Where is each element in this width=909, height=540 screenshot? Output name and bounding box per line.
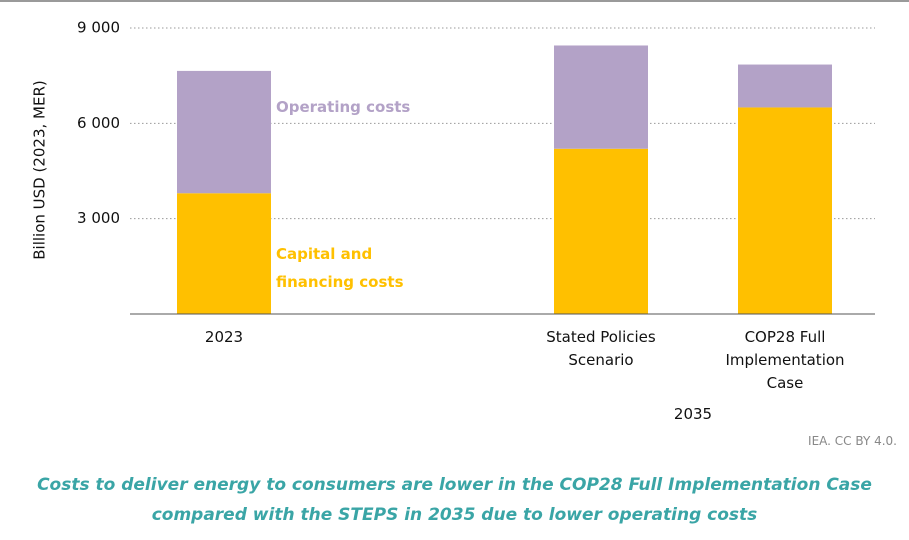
series-label: Operating costs (276, 98, 411, 116)
y-tick-label: 6 000 (77, 114, 120, 132)
x-tick-label: COP28 Full Implementation Case (725, 328, 845, 392)
bar-segment (738, 64, 832, 108)
y-axis-label: Billion USD (2023, MER) (31, 80, 49, 260)
x-tick-label: 2023 (204, 328, 244, 346)
chart: Billion USD (2023, MER) 3 000 6 000 9 000 (31, 19, 875, 315)
group-label: 2035 (673, 405, 713, 423)
series-label: Capital and financing costs (276, 245, 404, 291)
bar-segment (554, 148, 648, 314)
bar-segment (554, 45, 648, 149)
caption: Costs to deliver energy to consumers are… (37, 475, 872, 525)
bar-segment (177, 193, 271, 314)
y-tick-label: 9 000 (77, 19, 120, 37)
bar-segment (177, 70, 271, 194)
y-tick-label: 3 000 (77, 209, 120, 227)
x-tick-label: Stated Policies Scenario (546, 328, 656, 369)
bar-segment (738, 107, 832, 314)
source: IEA. CC BY 4.0. (808, 434, 897, 448)
